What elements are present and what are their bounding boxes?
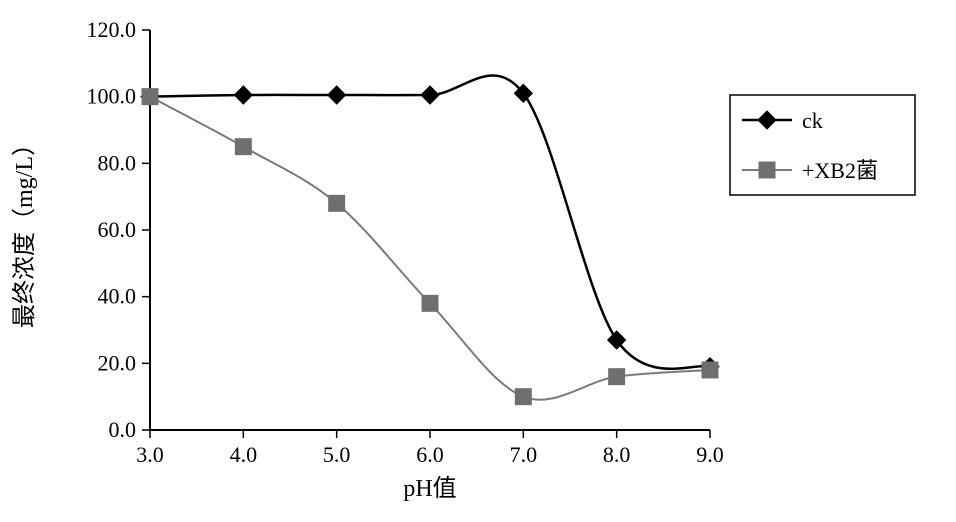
x-axis-label: pH值	[403, 475, 456, 502]
y-tick-label: 40.0	[98, 284, 137, 309]
legend-marker-1	[759, 162, 775, 178]
y-tick-label: 20.0	[98, 350, 137, 375]
series-marker-0	[328, 86, 346, 104]
chart-svg: 0.0 20.0 40.0 60.0 80.0 100.0 120.0 3.0 4.0 5.0 6.…	[0, 0, 956, 522]
series-marker-0	[234, 86, 252, 104]
chart-container: 0.0 20.0 40.0 60.0 80.0 100.0 120.0 3.0 4.0 5.0 6.…	[0, 0, 956, 522]
series-marker-1	[329, 195, 345, 211]
legend-label-1: +XB2菌	[802, 158, 878, 183]
x-tick-label: 8.0	[603, 442, 631, 467]
x-tick-label: 9.0	[696, 442, 724, 467]
series-marker-1	[702, 362, 718, 378]
legend: ck +XB2菌	[730, 95, 915, 195]
x-tick-label: 3.0	[136, 442, 164, 467]
series-0	[141, 76, 719, 376]
series-marker-0	[421, 86, 439, 104]
x-tick-label: 5.0	[323, 442, 351, 467]
y-tick-label: 100.0	[87, 84, 137, 109]
series-marker-1	[515, 389, 531, 405]
y-tick-label: 0.0	[109, 417, 137, 442]
series-line-0	[150, 76, 710, 369]
x-tick-label: 4.0	[230, 442, 258, 467]
x-tick-label: 7.0	[510, 442, 538, 467]
series-line-1	[150, 97, 710, 400]
series-marker-1	[422, 295, 438, 311]
legend-label-0: ck	[802, 108, 823, 133]
y-axis-label: 最终浓度（mg/L）	[11, 132, 38, 328]
y-tick-label: 80.0	[98, 150, 137, 175]
x-tick-label: 6.0	[416, 442, 444, 467]
series-marker-1	[142, 89, 158, 105]
series-marker-1	[609, 369, 625, 385]
series-marker-1	[235, 139, 251, 155]
y-tick-label: 120.0	[87, 17, 137, 42]
y-tick-label: 60.0	[98, 217, 137, 242]
